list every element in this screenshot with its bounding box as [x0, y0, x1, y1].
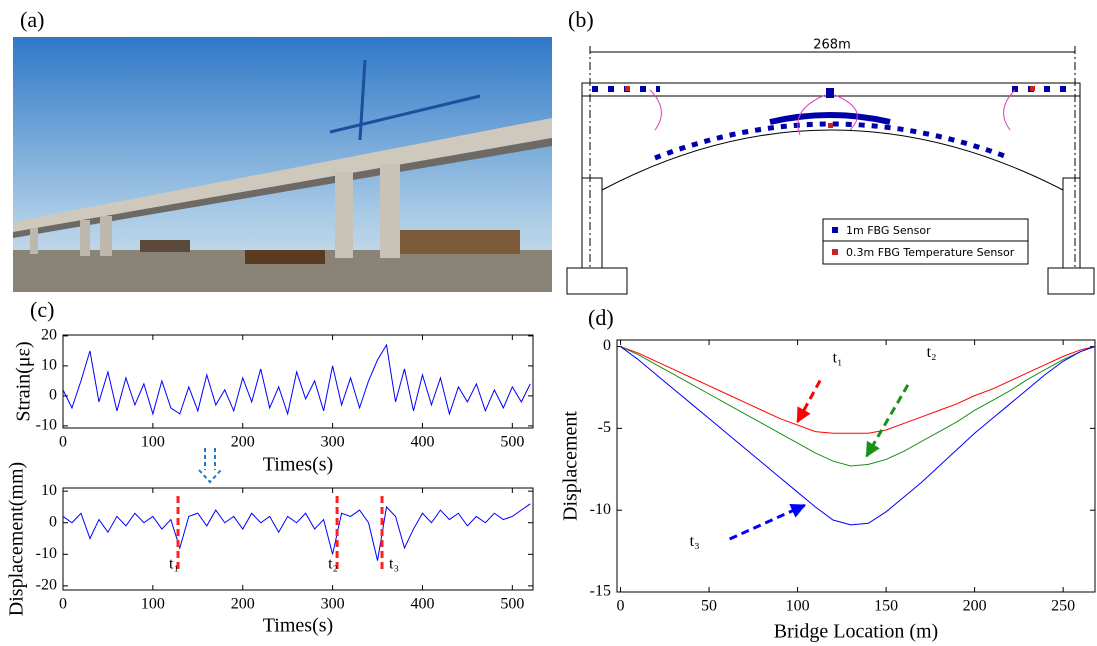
- data-line: [62, 343, 531, 416]
- plot-frame: [616, 339, 1096, 593]
- x-tick-label: 400: [410, 596, 434, 613]
- y-tick-label: -15: [590, 583, 611, 600]
- y-tick-label: 20: [41, 327, 57, 344]
- x-tick-label: 300: [321, 596, 345, 613]
- plot-frame: [62, 334, 534, 429]
- y-tick-label: 10: [41, 357, 57, 374]
- y-axis-label: Displacement(mm): [6, 462, 28, 616]
- y-tick-label: -10: [590, 501, 611, 518]
- panel-label: (b): [568, 7, 594, 32]
- x-tick-label: 400: [410, 434, 434, 451]
- legend-entry: 1m FBG Sensor: [846, 224, 931, 237]
- x-axis-label: Times(s): [263, 454, 333, 476]
- panel-label: (a): [20, 7, 44, 32]
- x-tick-label: 200: [231, 596, 255, 613]
- sensor-diagram: [566, 46, 1095, 295]
- event-label: t₁: [169, 556, 179, 573]
- y-axis-label: Displacement: [560, 411, 582, 521]
- data-line: [62, 503, 531, 561]
- data-line: [620, 346, 1096, 434]
- x-tick-label: 50: [701, 598, 717, 615]
- flow-arrow: [204, 448, 216, 470]
- y-tick-label: -10: [36, 545, 57, 562]
- y-axis-label: Strain(με): [13, 341, 35, 421]
- event-label: t₂: [328, 556, 338, 573]
- bridge-photo: [13, 37, 552, 292]
- span-label: 268m: [813, 38, 850, 53]
- x-tick-label: 0: [59, 434, 67, 451]
- flow-arrow: [198, 469, 222, 484]
- annotation-arrow: [796, 379, 822, 424]
- x-tick-label: 0: [59, 596, 67, 613]
- x-tick-label: 200: [963, 598, 987, 615]
- legend-entry: 0.3m FBG Temperature Sensor: [846, 246, 1015, 259]
- annotation-label: t₃: [690, 533, 700, 550]
- x-axis-label: Bridge Location (m): [774, 621, 938, 643]
- x-axis-label: Times(s): [263, 615, 333, 637]
- x-tick-label: 100: [141, 596, 165, 613]
- data-line: [620, 346, 1096, 526]
- y-tick-label: 0: [603, 337, 611, 354]
- plot-frame: [62, 487, 534, 591]
- y-tick-label: -20: [36, 577, 57, 594]
- y-tick-label: 0: [49, 513, 57, 530]
- y-tick-label: 10: [41, 482, 57, 499]
- event-label: t₃: [389, 556, 399, 573]
- x-tick-label: 200: [231, 434, 255, 451]
- annotation-label: t₁: [833, 349, 843, 366]
- y-tick-label: -10: [36, 417, 57, 434]
- annotation-arrow: [865, 384, 910, 458]
- x-tick-label: 500: [500, 596, 524, 613]
- data-line: [620, 346, 1096, 467]
- y-tick-label: -5: [598, 419, 611, 436]
- x-tick-label: 100: [141, 434, 165, 451]
- x-tick-label: 150: [874, 598, 898, 615]
- x-tick-label: 250: [1051, 598, 1075, 615]
- x-tick-label: 500: [500, 434, 524, 451]
- panel-label: (d): [588, 305, 614, 330]
- annotation-label: t₂: [927, 344, 937, 361]
- annotation-arrow: [729, 503, 807, 541]
- y-tick-label: 0: [49, 387, 57, 404]
- x-tick-label: 300: [321, 434, 345, 451]
- x-tick-label: 0: [617, 598, 625, 615]
- panel-label: (c): [30, 297, 54, 322]
- x-tick-label: 100: [786, 598, 810, 615]
